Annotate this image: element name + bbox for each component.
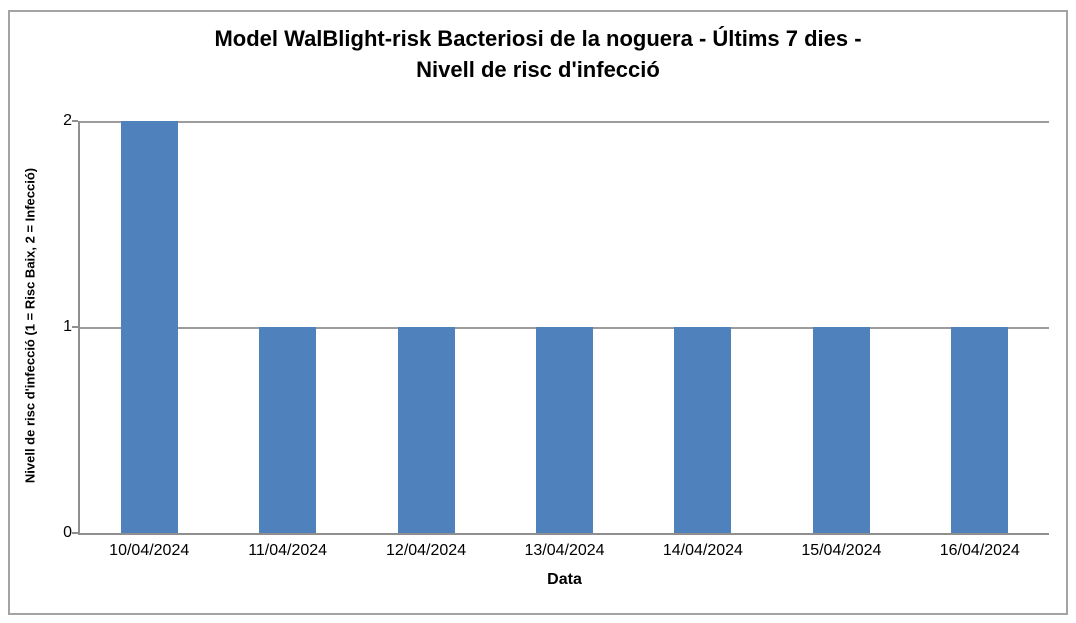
h-gridline: [80, 121, 1049, 123]
chart-title-line1: Model WalBlight-risk Bacteriosi de la no…: [214, 26, 862, 51]
y-tick-mark: [72, 120, 78, 122]
x-tick-label: 16/04/2024: [939, 542, 1020, 559]
chart-title-line2: Nivell de risc d'infecció: [416, 57, 660, 82]
chart-title: Model WalBlight-risk Bacteriosi de la no…: [0, 23, 1076, 85]
y-tick-label: 0: [63, 524, 72, 541]
y-tick-mark: [72, 532, 78, 534]
y-axis-line: [78, 121, 80, 535]
bar-12/04/2024: [397, 327, 455, 533]
x-tick-label: 15/04/2024: [801, 542, 882, 559]
x-tick-label: 14/04/2024: [662, 542, 743, 559]
bar-16/04/2024: [951, 327, 1009, 533]
y-tick-label: 2: [63, 112, 72, 129]
plot-area: [80, 121, 1049, 533]
y-tick-label: 1: [63, 318, 72, 335]
x-tick-label: 12/04/2024: [386, 542, 467, 559]
bar-13/04/2024: [536, 327, 593, 533]
x-axis-line: [78, 533, 1049, 535]
bar-11/04/2024: [259, 327, 317, 533]
x-tick-label: 11/04/2024: [248, 542, 328, 559]
bar-10/04/2024: [120, 121, 178, 533]
x-axis-title: Data: [547, 571, 582, 588]
bar-15/04/2024: [812, 327, 870, 533]
y-tick-mark: [72, 326, 78, 328]
x-tick-label: 10/04/2024: [109, 542, 190, 559]
x-tick-label: 13/04/2024: [524, 542, 605, 559]
bar-14/04/2024: [674, 327, 732, 533]
